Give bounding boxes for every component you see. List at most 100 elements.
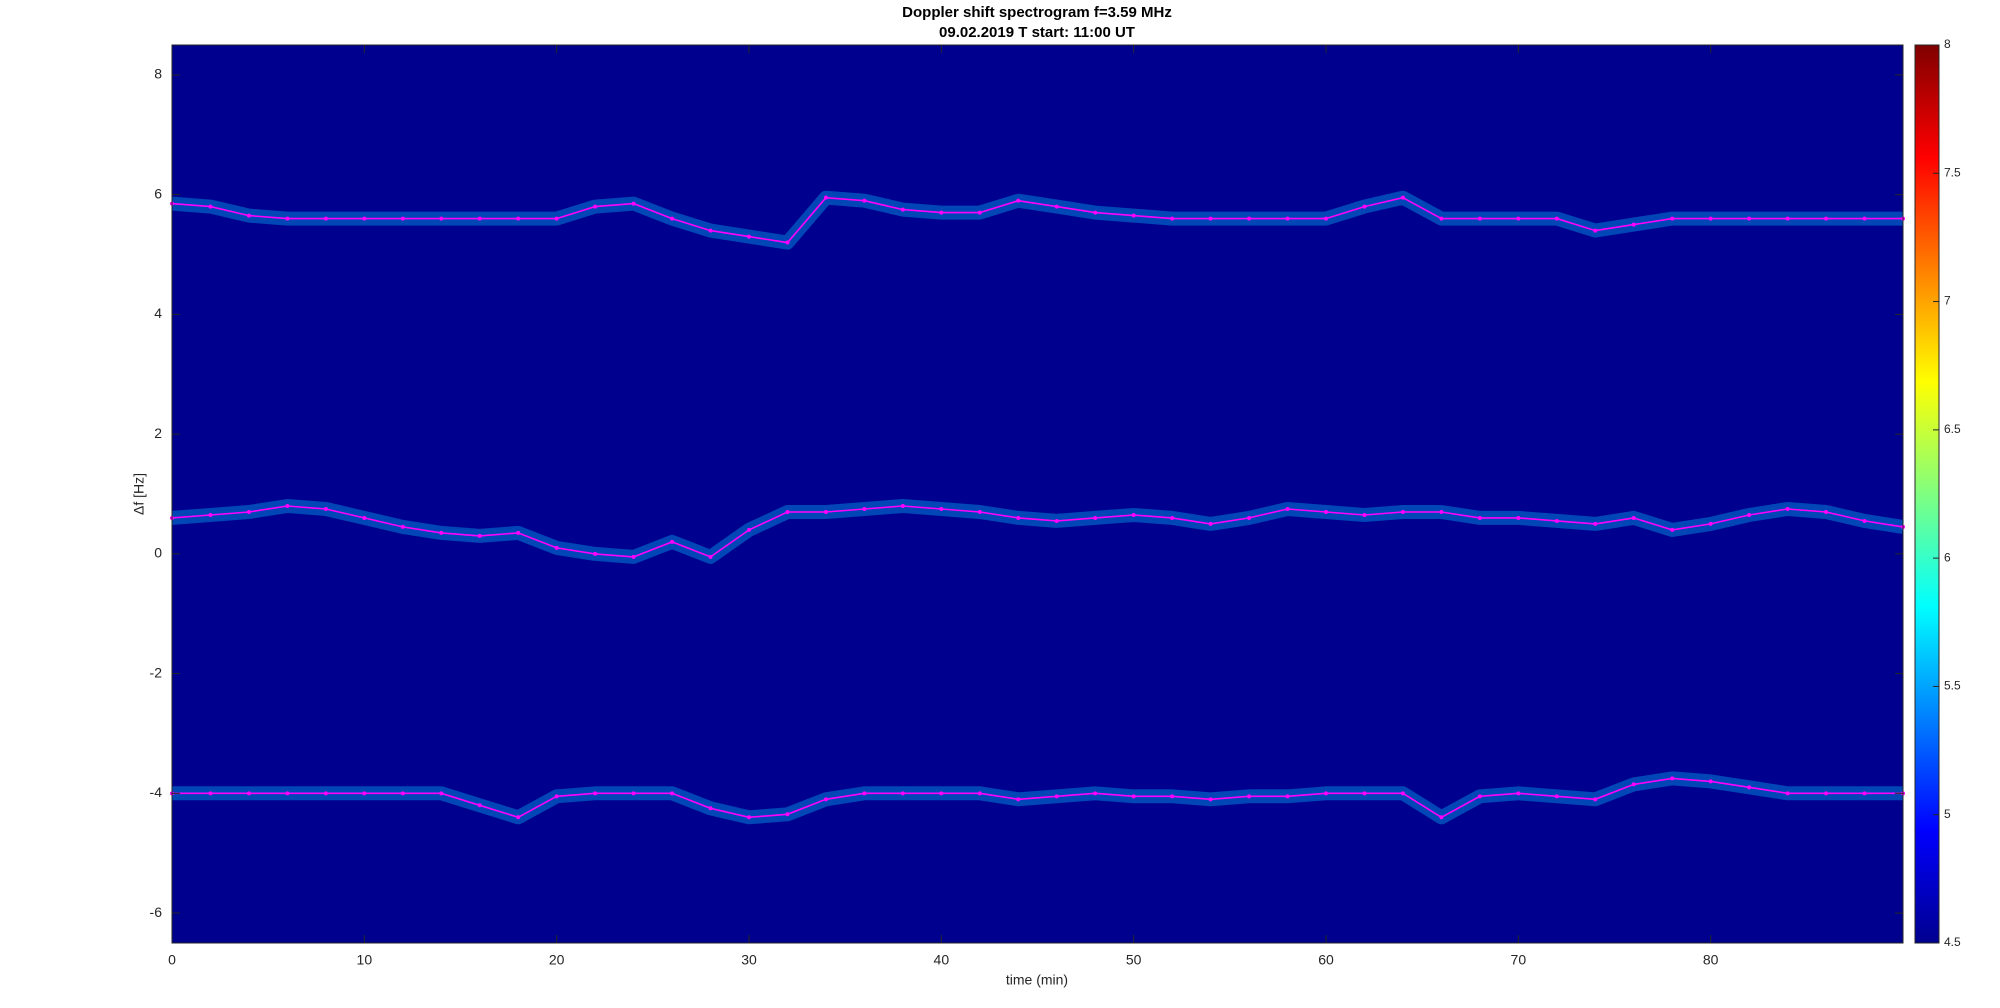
series-point <box>1016 797 1021 802</box>
series-point <box>1708 779 1713 784</box>
series-point <box>785 509 790 514</box>
x-tick-label: 50 <box>1126 952 1142 968</box>
series-point <box>1285 216 1290 221</box>
series-point <box>323 506 328 511</box>
series-point <box>1131 213 1136 218</box>
series-point <box>1670 527 1675 532</box>
series-point <box>1324 216 1328 221</box>
series-point <box>1054 794 1059 799</box>
series-point <box>1747 785 1752 790</box>
series-point <box>439 791 444 796</box>
series-point <box>631 554 636 559</box>
series-point <box>1708 521 1713 526</box>
series-point <box>593 204 598 209</box>
series-point <box>593 551 598 556</box>
y-tick-label: -2 <box>150 664 163 680</box>
series-point <box>323 791 328 796</box>
series-point <box>400 216 405 221</box>
series-point <box>1824 791 1829 796</box>
series-point <box>1593 521 1598 526</box>
series-line <box>172 777 1903 819</box>
series-point <box>939 791 944 796</box>
series-point <box>1477 216 1482 221</box>
series-point <box>1824 216 1829 221</box>
series-point <box>708 806 713 811</box>
series-point <box>1439 509 1444 514</box>
series-point <box>747 527 751 532</box>
series-point <box>477 216 482 221</box>
x-tick-label: 0 <box>168 952 176 968</box>
series-point <box>516 815 521 820</box>
series-point <box>554 794 559 799</box>
y-tick-label: 2 <box>154 425 162 441</box>
series-point <box>208 791 213 796</box>
series-point <box>1131 794 1136 799</box>
series-point <box>1247 794 1252 799</box>
series-point <box>362 216 367 221</box>
series-point <box>1208 216 1213 221</box>
y-tick-label: 4 <box>154 305 162 321</box>
series-point <box>900 503 905 508</box>
series-point <box>1439 815 1444 820</box>
colorbar-tick-label: 8 <box>1944 37 1951 51</box>
series-point <box>554 216 559 221</box>
plot-frame <box>171 44 1904 944</box>
series-point <box>977 791 982 796</box>
colorbar-tick-label: 7 <box>1944 294 1951 308</box>
y-axis-label: Δf [Hz] <box>131 473 147 515</box>
series-point <box>977 210 982 215</box>
series-point <box>1170 216 1175 221</box>
series-point <box>285 791 290 796</box>
series-point <box>1824 509 1829 514</box>
series-point <box>1516 216 1521 221</box>
y-tick-label: -4 <box>150 784 163 800</box>
x-tick-label: 40 <box>934 952 950 968</box>
series-point <box>1631 782 1636 787</box>
series-point <box>747 815 751 820</box>
series-point <box>246 509 251 514</box>
series-point <box>1785 506 1790 511</box>
series-point <box>1285 506 1290 511</box>
series-point <box>939 506 944 511</box>
series-point <box>1785 791 1790 796</box>
series-point <box>1708 216 1713 221</box>
series-point <box>477 803 482 808</box>
y-tick-label: 6 <box>154 185 162 201</box>
series-point <box>1631 515 1636 520</box>
series-point <box>1093 210 1098 215</box>
series-point <box>823 797 828 802</box>
series-point <box>1324 509 1328 514</box>
series-point <box>516 530 521 535</box>
series-point <box>1170 794 1175 799</box>
series-point <box>1054 204 1059 209</box>
series-point <box>1670 216 1675 221</box>
y-tick-label: 8 <box>154 66 162 82</box>
series-point <box>1554 794 1559 799</box>
series-point <box>1516 791 1521 796</box>
y-tick-label: 0 <box>154 545 162 561</box>
series-point <box>439 530 444 535</box>
series-point <box>400 791 405 796</box>
series-point <box>670 791 675 796</box>
series-point <box>1862 216 1867 221</box>
series-point <box>1862 518 1867 523</box>
x-tick-label: 20 <box>549 952 565 968</box>
series-point <box>208 204 213 209</box>
series-point <box>1747 512 1752 517</box>
series-point <box>285 216 290 221</box>
series-point <box>785 240 790 245</box>
series-point <box>1593 228 1598 233</box>
series-line <box>171 196 1903 244</box>
series-point <box>670 539 675 544</box>
series-point <box>747 234 751 239</box>
series-point <box>208 512 213 517</box>
chart-title: Doppler shift spectrogram f=3.59 MHz <box>902 4 1172 21</box>
series-point <box>1631 222 1636 227</box>
series-point <box>1477 794 1482 799</box>
series-point <box>1516 515 1521 520</box>
series-point <box>1247 216 1252 221</box>
series-point <box>1054 518 1059 523</box>
plot-background <box>172 45 1903 943</box>
